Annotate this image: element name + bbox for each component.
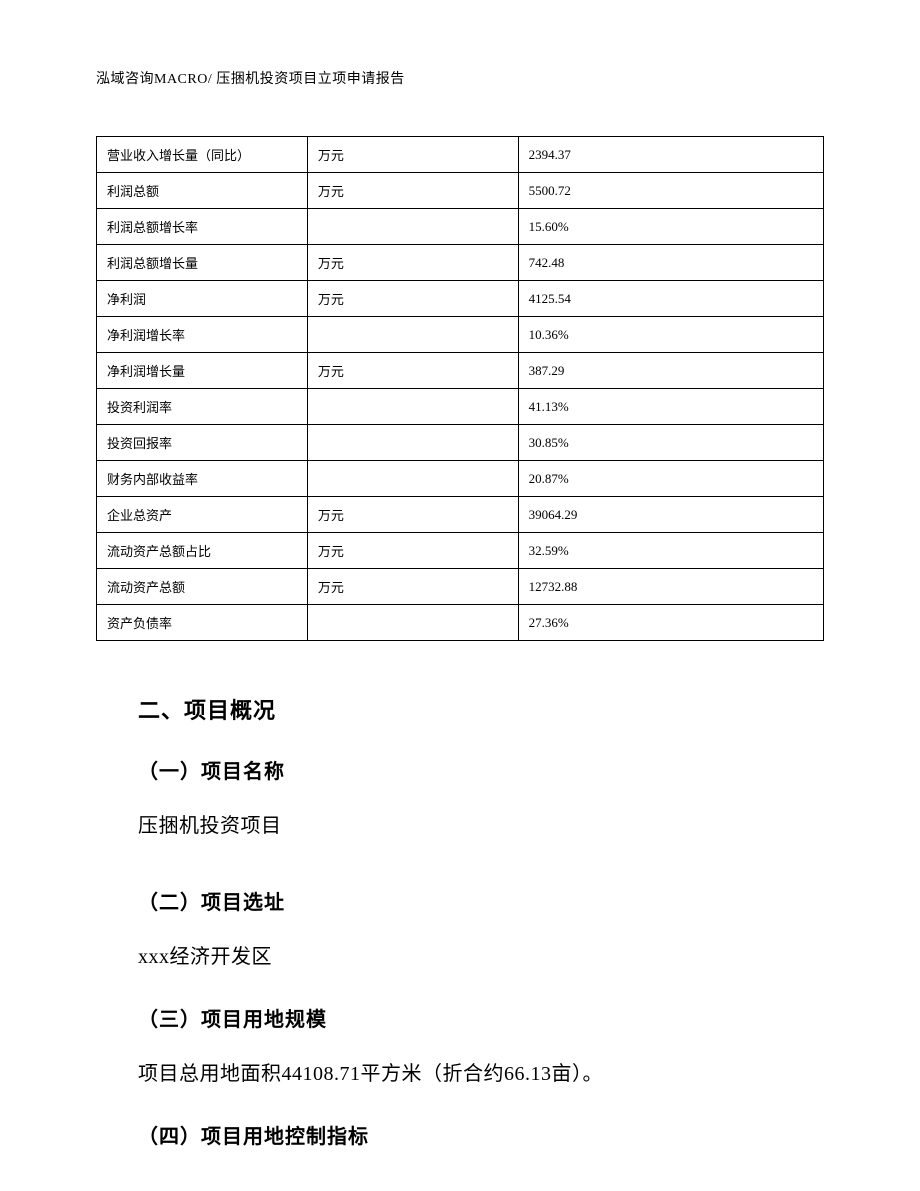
table-cell-unit: 万元 bbox=[307, 533, 518, 569]
table-cell-label: 投资利润率 bbox=[97, 389, 308, 425]
table-cell-value: 41.13% bbox=[518, 389, 823, 425]
table-row: 流动资产总额占比万元32.59% bbox=[97, 533, 824, 569]
table-cell-unit bbox=[307, 605, 518, 641]
table-row: 财务内部收益率 20.87% bbox=[97, 461, 824, 497]
table-row: 利润总额增长率 15.60% bbox=[97, 209, 824, 245]
table-cell-value: 27.36% bbox=[518, 605, 823, 641]
table-cell-unit: 万元 bbox=[307, 173, 518, 209]
table-cell-value: 20.87% bbox=[518, 461, 823, 497]
section-heading-overview: 二、项目概况 bbox=[138, 693, 804, 725]
table-cell-label: 资产负债率 bbox=[97, 605, 308, 641]
table-cell-value: 10.36% bbox=[518, 317, 823, 353]
content-section: 二、项目概况 （一）项目名称 压捆机投资项目 （二）项目选址 xxx经济开发区 … bbox=[96, 693, 824, 1149]
table-cell-label: 投资回报率 bbox=[97, 425, 308, 461]
financial-table: 营业收入增长量（同比）万元2394.37利润总额万元5500.72利润总额增长率… bbox=[96, 136, 824, 641]
table-cell-unit bbox=[307, 389, 518, 425]
table-cell-label: 净利润增长率 bbox=[97, 317, 308, 353]
table-cell-label: 财务内部收益率 bbox=[97, 461, 308, 497]
table-cell-value: 4125.54 bbox=[518, 281, 823, 317]
table-cell-unit bbox=[307, 317, 518, 353]
table-cell-label: 流动资产总额占比 bbox=[97, 533, 308, 569]
table-cell-unit bbox=[307, 461, 518, 497]
sub-heading-land-scale: （三）项目用地规模 bbox=[138, 1003, 804, 1032]
table-cell-label: 流动资产总额 bbox=[97, 569, 308, 605]
table-row: 净利润万元4125.54 bbox=[97, 281, 824, 317]
table-cell-label: 净利润 bbox=[97, 281, 308, 317]
table-cell-value: 387.29 bbox=[518, 353, 823, 389]
table-cell-label: 净利润增长量 bbox=[97, 353, 308, 389]
table-cell-unit: 万元 bbox=[307, 137, 518, 173]
table-cell-label: 营业收入增长量（同比） bbox=[97, 137, 308, 173]
table-cell-unit: 万元 bbox=[307, 569, 518, 605]
table-cell-value: 5500.72 bbox=[518, 173, 823, 209]
table-cell-unit: 万元 bbox=[307, 245, 518, 281]
table-cell-unit bbox=[307, 209, 518, 245]
table-row: 利润总额万元5500.72 bbox=[97, 173, 824, 209]
table-cell-label: 利润总额增长率 bbox=[97, 209, 308, 245]
table-cell-label: 利润总额 bbox=[97, 173, 308, 209]
table-cell-label: 利润总额增长量 bbox=[97, 245, 308, 281]
table-cell-value: 742.48 bbox=[518, 245, 823, 281]
table-row: 流动资产总额万元12732.88 bbox=[97, 569, 824, 605]
sub-heading-project-location: （二）项目选址 bbox=[138, 886, 804, 915]
table-row: 资产负债率 27.36% bbox=[97, 605, 824, 641]
land-scale-text: 项目总用地面积44108.71平方米（折合约66.13亩）。 bbox=[138, 1056, 804, 1092]
table-cell-value: 12732.88 bbox=[518, 569, 823, 605]
page-header: 泓域咨询MACRO/ 压捆机投资项目立项申请报告 bbox=[96, 68, 824, 88]
table-cell-value: 39064.29 bbox=[518, 497, 823, 533]
table-row: 企业总资产万元39064.29 bbox=[97, 497, 824, 533]
table-cell-value: 30.85% bbox=[518, 425, 823, 461]
table-cell-unit bbox=[307, 425, 518, 461]
table-cell-unit: 万元 bbox=[307, 497, 518, 533]
table-cell-value: 15.60% bbox=[518, 209, 823, 245]
table-row: 投资利润率 41.13% bbox=[97, 389, 824, 425]
sub-heading-project-name: （一）项目名称 bbox=[138, 755, 804, 784]
table-row: 投资回报率 30.85% bbox=[97, 425, 824, 461]
table-cell-value: 2394.37 bbox=[518, 137, 823, 173]
table-cell-unit: 万元 bbox=[307, 281, 518, 317]
table-cell-unit: 万元 bbox=[307, 353, 518, 389]
table-cell-label: 企业总资产 bbox=[97, 497, 308, 533]
table-row: 净利润增长率 10.36% bbox=[97, 317, 824, 353]
table-row: 净利润增长量万元387.29 bbox=[97, 353, 824, 389]
table-row: 利润总额增长量万元742.48 bbox=[97, 245, 824, 281]
table-row: 营业收入增长量（同比）万元2394.37 bbox=[97, 137, 824, 173]
project-location-text: xxx经济开发区 bbox=[138, 939, 804, 975]
project-name-text: 压捆机投资项目 bbox=[138, 808, 804, 844]
table-cell-value: 32.59% bbox=[518, 533, 823, 569]
sub-heading-land-control: （四）项目用地控制指标 bbox=[138, 1120, 804, 1149]
